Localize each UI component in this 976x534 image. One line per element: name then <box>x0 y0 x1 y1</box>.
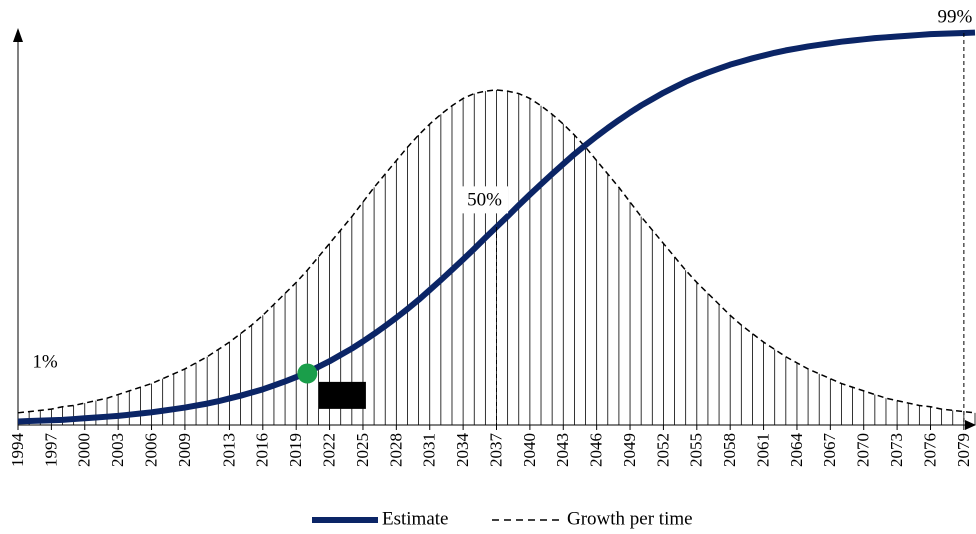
growth-outline <box>17 89 976 414</box>
x-tick-label: 2058 <box>720 433 739 467</box>
x-tick-label: 2043 <box>553 433 572 467</box>
x-tick-label: 2025 <box>353 433 372 467</box>
x-tick-label: 2013 <box>219 433 238 467</box>
x-tick-label: 2028 <box>386 433 405 467</box>
x-tick-label: 2003 <box>108 433 127 467</box>
x-tick-label: 1997 <box>41 433 60 468</box>
x-tick-label: 2064 <box>787 433 806 468</box>
x-tick-label: 2037 <box>486 433 505 468</box>
x-tick-label: 2009 <box>175 433 194 467</box>
annotation-label: 50% <box>467 189 502 210</box>
annotation-label: 99% <box>937 6 972 27</box>
x-tick-label: 2061 <box>753 433 772 467</box>
x-tick-label: 2052 <box>653 433 672 467</box>
legend-label: Growth per time <box>567 508 693 529</box>
x-tick-label: 2067 <box>820 433 839 468</box>
legend-label: Estimate <box>382 508 448 529</box>
x-tick-label: 2016 <box>253 433 272 467</box>
annotation-label: 13% <box>325 385 360 406</box>
x-tick-label: 2022 <box>319 433 338 467</box>
x-tick-label: 2006 <box>141 433 160 467</box>
x-tick-label: 2076 <box>920 433 939 467</box>
x-tick-label: 2073 <box>887 433 906 467</box>
annotation-label: 1% <box>32 351 58 372</box>
x-tick-label: 2070 <box>854 433 873 467</box>
x-tick-label: 2031 <box>420 433 439 467</box>
x-tick-label: 2049 <box>620 433 639 467</box>
x-tick-label: 2040 <box>520 433 539 467</box>
annotation-marker <box>297 363 318 384</box>
x-axis-arrow <box>965 420 976 430</box>
annotation-box <box>318 381 366 409</box>
x-tick-label: 2000 <box>75 433 94 467</box>
x-tick-label: 2019 <box>286 433 305 467</box>
x-tick-label: 2034 <box>453 433 472 468</box>
x-tick-label: 2046 <box>587 433 606 467</box>
x-tick-label: 2055 <box>687 433 706 467</box>
y-axis-arrow <box>13 28 23 42</box>
x-tick-label: 2079 <box>954 433 973 467</box>
annotation-box <box>461 186 509 214</box>
x-tick-label: 1994 <box>8 433 27 468</box>
